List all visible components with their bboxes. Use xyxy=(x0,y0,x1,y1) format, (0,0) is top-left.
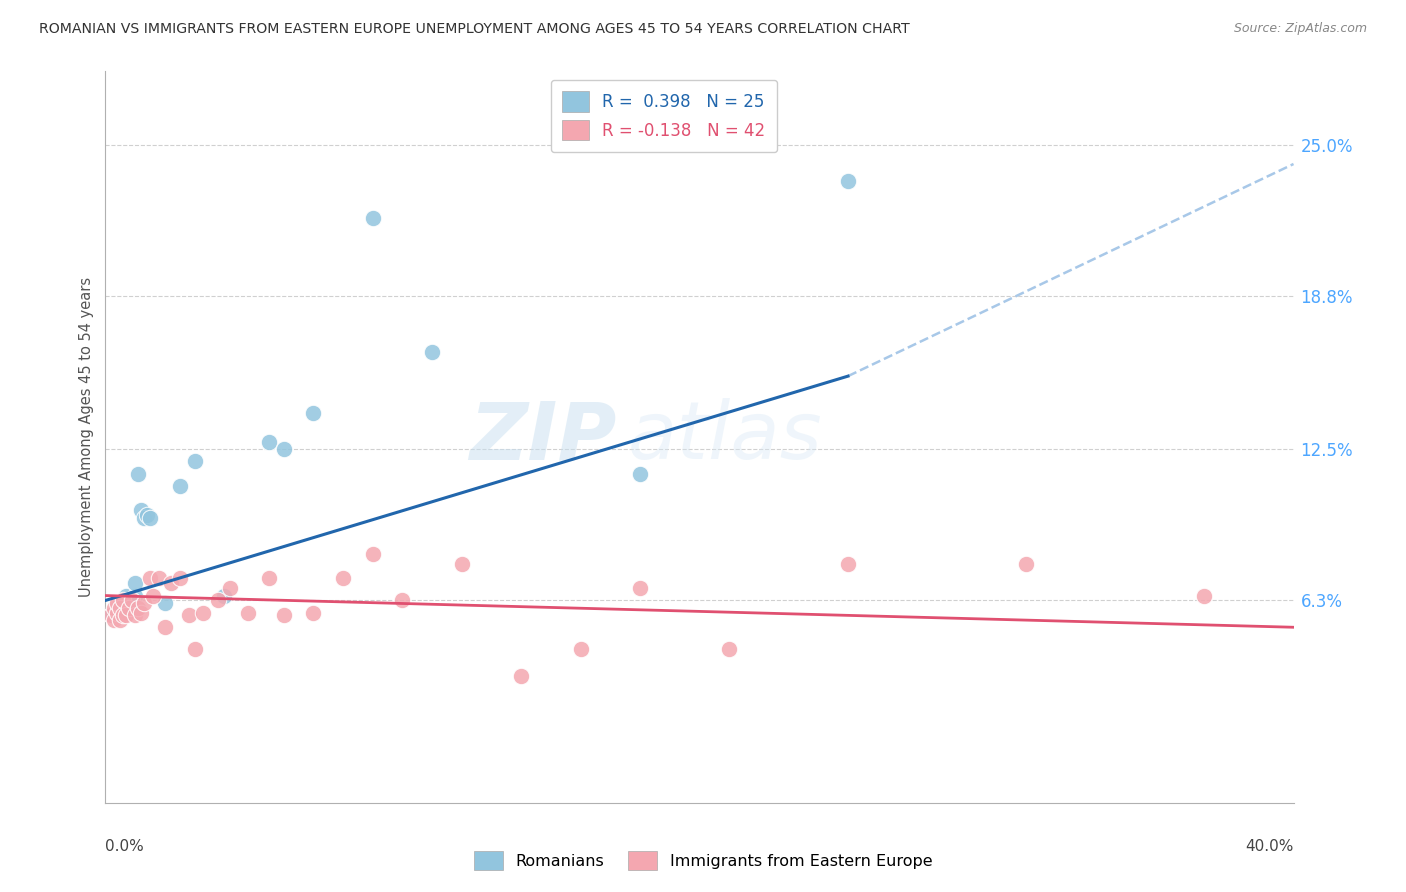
Point xyxy=(207,593,229,607)
Point xyxy=(110,600,132,615)
Point xyxy=(121,593,143,607)
Point xyxy=(129,503,152,517)
Legend: R =  0.398   N = 25, R = -0.138   N = 42: R = 0.398 N = 25, R = -0.138 N = 42 xyxy=(551,79,778,152)
Point xyxy=(112,593,135,607)
Point xyxy=(159,576,181,591)
Point xyxy=(628,467,651,481)
Point xyxy=(183,642,205,657)
Point xyxy=(115,608,138,623)
Point xyxy=(100,608,122,623)
Point xyxy=(302,406,325,420)
Legend: Romanians, Immigrants from Eastern Europe: Romanians, Immigrants from Eastern Europ… xyxy=(467,845,939,877)
Point xyxy=(112,608,135,623)
Point xyxy=(121,596,143,610)
Point xyxy=(837,557,859,571)
Point xyxy=(332,572,354,586)
Point xyxy=(124,608,146,623)
Point xyxy=(127,467,149,481)
Point xyxy=(628,581,651,595)
Point xyxy=(115,589,138,603)
Point xyxy=(273,608,295,623)
Text: ROMANIAN VS IMMIGRANTS FROM EASTERN EUROPE UNEMPLOYMENT AMONG AGES 45 TO 54 YEAR: ROMANIAN VS IMMIGRANTS FROM EASTERN EURO… xyxy=(39,22,910,37)
Point xyxy=(361,211,384,225)
Point xyxy=(1194,589,1216,603)
Point xyxy=(569,642,592,657)
Point xyxy=(153,596,176,610)
Point xyxy=(105,606,128,620)
Point xyxy=(169,479,191,493)
Point xyxy=(139,510,162,524)
Point xyxy=(124,576,146,591)
Y-axis label: Unemployment Among Ages 45 to 54 years: Unemployment Among Ages 45 to 54 years xyxy=(79,277,94,597)
Point xyxy=(118,593,141,607)
Point xyxy=(718,642,741,657)
Text: 0.0%: 0.0% xyxy=(105,839,145,855)
Point xyxy=(124,589,146,603)
Point xyxy=(420,344,443,359)
Point xyxy=(139,572,162,586)
Point xyxy=(257,434,280,449)
Text: atlas: atlas xyxy=(628,398,823,476)
Point xyxy=(510,669,533,683)
Point xyxy=(105,606,128,620)
Point xyxy=(103,613,125,627)
Point xyxy=(391,593,413,607)
Point xyxy=(153,620,176,634)
Point xyxy=(142,589,165,603)
Point xyxy=(105,596,128,610)
Text: 40.0%: 40.0% xyxy=(1246,839,1294,855)
Point xyxy=(236,606,259,620)
Point xyxy=(1015,557,1038,571)
Point xyxy=(110,613,132,627)
Point xyxy=(118,600,141,615)
Point xyxy=(214,589,236,603)
Point xyxy=(837,174,859,188)
Point xyxy=(136,508,159,522)
Point xyxy=(148,572,170,586)
Point xyxy=(257,572,280,586)
Point xyxy=(103,600,125,615)
Text: ZIP: ZIP xyxy=(470,398,616,476)
Point xyxy=(177,608,200,623)
Point xyxy=(302,606,325,620)
Point xyxy=(112,600,135,615)
Point xyxy=(100,608,122,623)
Point xyxy=(450,557,472,571)
Point xyxy=(110,600,132,615)
Point xyxy=(193,606,215,620)
Text: Source: ZipAtlas.com: Source: ZipAtlas.com xyxy=(1233,22,1367,36)
Point xyxy=(127,600,149,615)
Point xyxy=(132,510,155,524)
Point xyxy=(361,547,384,561)
Point xyxy=(183,454,205,468)
Point xyxy=(129,606,152,620)
Point xyxy=(273,442,295,457)
Point xyxy=(219,581,242,595)
Point xyxy=(169,572,191,586)
Point xyxy=(132,596,155,610)
